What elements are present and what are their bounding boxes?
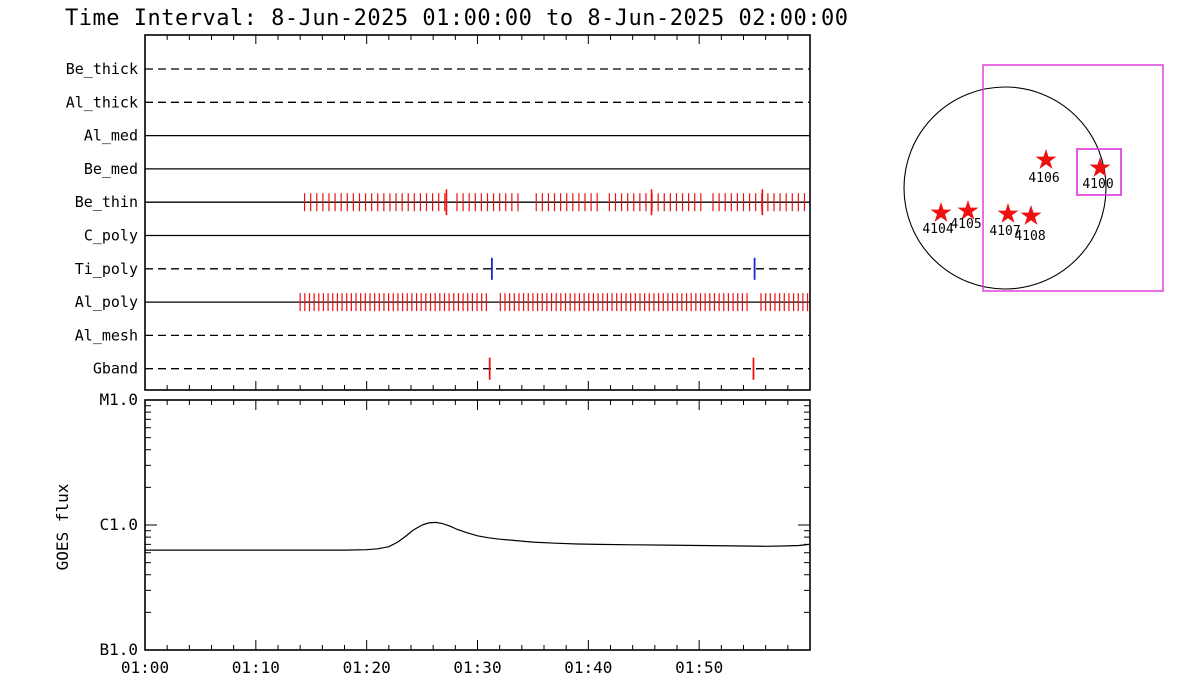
active-region-label: 4108 [1014,229,1045,244]
filter-label: Be_thin [75,193,138,211]
filter-label: Ti_poly [75,260,138,278]
active-region-star [957,200,979,220]
timeline-row-Be_thin: Be_thin [75,189,810,216]
active-region-star [1035,149,1057,169]
goes-x-tick-label: 01:40 [564,658,612,677]
goes-y-tick-label: B1.0 [99,640,138,659]
goes-x-tick-label: 01:50 [675,658,723,677]
goes-y-tick-label: M1.0 [99,390,138,409]
active-region-label: 4100 [1082,177,1113,192]
timeline-row-Al_med: Al_med [84,127,810,145]
timeline-row-Gband: Gband [93,357,810,380]
active-region-label: 4106 [1028,171,1059,186]
active-region-star [930,202,952,222]
plot-title: Time Interval: 8-Jun-2025 01:00:00 to 8-… [65,6,848,31]
timeline-rows: Be_thick Al_thick Al_med Be_med Be_thin C_pol… [66,60,810,380]
filter-label: Be_thick [66,60,138,78]
target-box [1076,148,1122,196]
active-region-star [997,203,1019,223]
goes-axes: 01:00 01:10 01:20 01:30 01:40 01:50 B1.0 C1.0 M1… [99,390,811,677]
active-region-star [1089,157,1111,177]
filter-label: C_poly [84,227,138,245]
filter-label: Be_med [84,160,138,178]
filter-label: Al_poly [75,293,138,311]
timeline-row-Al_thick: Al_thick [66,93,810,111]
fov-box [982,64,1164,292]
timeline-frame [144,34,811,391]
active-region-label: 4104 [922,222,953,237]
timeline-row-Be_med: Be_med [84,160,810,178]
goes-x-tick-label: 01:20 [343,658,391,677]
active-region-label: 4107 [989,224,1020,239]
goes-x-tick-label: 01:10 [232,658,280,677]
filter-label: Al_med [84,127,138,145]
goes-panel: 01:00 01:10 01:20 01:30 01:40 01:50 B1.0 C1.0 M1… [53,390,811,677]
solar-disk [903,86,1107,290]
timeline-panel: Be_thick Al_thick Al_med Be_med Be_thin C_pol… [66,34,811,391]
filter-label: Gband [93,360,138,378]
active-region-star [1020,205,1042,225]
goes-ylabel: GOES flux [53,483,72,570]
goes-frame [144,399,811,651]
timeline-row-Be_thick: Be_thick [66,60,810,78]
goes-x-tick-label: 01:00 [121,658,169,677]
goes-x-tick-label: 01:30 [453,658,501,677]
timeline-row-Ti_poly: Ti_poly [75,257,810,280]
filter-label: Al_mesh [75,326,138,344]
timeline-row-C_poly: C_poly [84,227,810,245]
timeline-row-Al_mesh: Al_mesh [75,326,810,344]
timeline-axis-ticks [144,35,811,390]
timeline-row-Al_poly: Al_poly [75,293,810,312]
goes-y-tick-label: C1.0 [99,515,138,534]
active-region-label: 4105 [950,217,981,232]
goes-curve [145,521,809,551]
filter-label: Al_thick [66,93,138,111]
